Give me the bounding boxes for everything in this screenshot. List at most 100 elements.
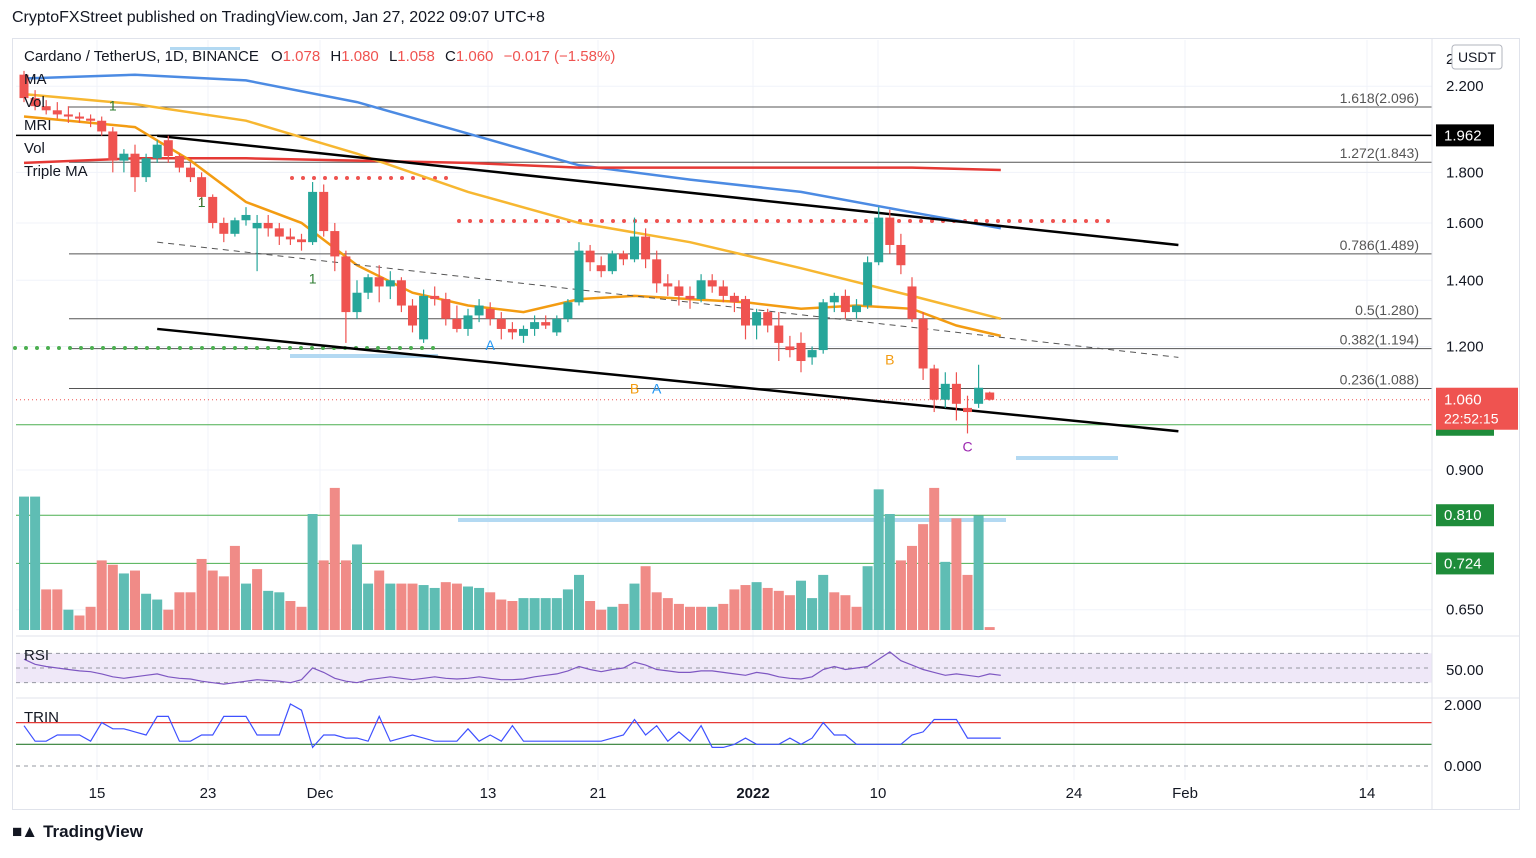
resistance-dot bbox=[787, 219, 791, 223]
candle-body bbox=[507, 328, 517, 333]
time-tick: 2022 bbox=[736, 785, 769, 802]
candle-body bbox=[840, 295, 850, 313]
resistance-dot bbox=[1106, 219, 1110, 223]
resistance-dot bbox=[677, 219, 681, 223]
support-dot bbox=[420, 346, 424, 350]
level-badge bbox=[1436, 504, 1494, 527]
volume-bar bbox=[618, 603, 629, 630]
volume-bars bbox=[19, 487, 995, 630]
support-dot bbox=[90, 346, 94, 350]
volume-bar bbox=[796, 580, 806, 630]
volume-bar bbox=[263, 590, 274, 630]
volume-bar bbox=[163, 609, 174, 630]
resistance-dot bbox=[699, 219, 703, 223]
volume-bar bbox=[507, 601, 518, 630]
candle-body bbox=[663, 283, 673, 287]
wave-label: A bbox=[486, 337, 496, 353]
volume-bar bbox=[63, 609, 74, 630]
candle-body bbox=[763, 312, 773, 326]
volume-bar bbox=[207, 570, 218, 630]
indicator-vol-label[interactable]: Vol bbox=[24, 94, 45, 111]
trin-tick: 2.000 bbox=[1444, 697, 1482, 714]
trin-label: TRIN bbox=[24, 709, 59, 726]
support-dot bbox=[398, 346, 402, 350]
resistance-dot bbox=[1062, 219, 1066, 223]
time-tick: 21 bbox=[590, 785, 607, 802]
volume-bar bbox=[929, 487, 940, 630]
candle-body bbox=[41, 106, 51, 111]
candle-body bbox=[97, 120, 107, 132]
price-tick: 2 bbox=[1446, 51, 1454, 68]
wave-label: 1 bbox=[897, 243, 905, 259]
candle-body bbox=[907, 286, 917, 319]
volume-bar bbox=[152, 599, 163, 630]
support-dot bbox=[156, 346, 160, 350]
volume-bar bbox=[429, 587, 440, 630]
resistance-dot bbox=[985, 219, 989, 223]
candle-body bbox=[385, 280, 395, 287]
resistance-dot bbox=[743, 219, 747, 223]
indicator-vol2-label[interactable]: Vol bbox=[24, 140, 45, 157]
resistance-dot bbox=[688, 219, 692, 223]
indicator-triple-ma-label[interactable]: Triple MA bbox=[24, 163, 88, 180]
support-dot bbox=[321, 346, 325, 350]
resistance-dot bbox=[457, 219, 461, 223]
volume-bar bbox=[340, 560, 351, 630]
wave-label: B bbox=[630, 381, 639, 397]
volume-bar bbox=[707, 606, 718, 630]
support-dot bbox=[145, 346, 149, 350]
level-badge-text: 0.724 bbox=[1444, 555, 1482, 572]
time-tick: Dec bbox=[307, 785, 334, 802]
candle-body bbox=[940, 383, 950, 400]
volume-bar bbox=[607, 606, 618, 630]
resistance-dot bbox=[765, 219, 769, 223]
indicator-mri-label[interactable]: MRI bbox=[24, 117, 52, 134]
support-dot bbox=[387, 346, 391, 350]
candle-body bbox=[796, 342, 806, 362]
candle-body bbox=[896, 244, 906, 266]
candle-body bbox=[186, 167, 195, 178]
resistance-dot bbox=[655, 219, 659, 223]
resistance-dot bbox=[1029, 219, 1033, 223]
candle-body bbox=[496, 318, 506, 329]
candle-body bbox=[641, 236, 651, 260]
volume-bar bbox=[85, 606, 96, 630]
resistance-dot bbox=[732, 219, 736, 223]
tradingview-logo[interactable]: ■▲ TradingView bbox=[12, 822, 143, 842]
legend-open: 1.078 bbox=[282, 48, 321, 65]
candle-body bbox=[863, 262, 873, 306]
resistance-dot bbox=[798, 219, 802, 223]
support-dot bbox=[200, 346, 204, 350]
candle-body bbox=[141, 158, 151, 178]
volume-bar bbox=[130, 570, 140, 630]
candle-body bbox=[652, 259, 662, 284]
volume-bar bbox=[673, 603, 684, 630]
volume-bar bbox=[829, 592, 840, 630]
candle-body bbox=[363, 277, 373, 293]
volume-bar bbox=[229, 545, 240, 630]
candle-body bbox=[252, 222, 262, 229]
legend-close: 1.060 bbox=[455, 48, 494, 65]
volume-bar bbox=[529, 598, 540, 630]
candle-body bbox=[774, 325, 784, 343]
candle-body bbox=[230, 220, 240, 234]
candle-body bbox=[19, 74, 29, 99]
volume-bar bbox=[718, 603, 729, 630]
resistance-dot bbox=[710, 219, 714, 223]
legend-high: 1.080 bbox=[341, 48, 379, 65]
wave-label: A bbox=[652, 381, 662, 397]
resistance-dot bbox=[600, 219, 604, 223]
volume-bar bbox=[751, 582, 762, 630]
resistance-dot bbox=[908, 219, 912, 223]
legend-low: 1.058 bbox=[397, 48, 435, 65]
chart-frame bbox=[12, 38, 1520, 810]
candle-body bbox=[729, 295, 739, 303]
price-tick: 0.900 bbox=[1446, 462, 1484, 479]
price-tick: 1.600 bbox=[1446, 215, 1484, 232]
indicator-ma-label[interactable]: MA bbox=[24, 71, 47, 88]
candle-body bbox=[75, 116, 84, 119]
candle-body bbox=[419, 295, 429, 340]
resistance-dot bbox=[312, 176, 316, 180]
volume-bar bbox=[474, 587, 485, 630]
